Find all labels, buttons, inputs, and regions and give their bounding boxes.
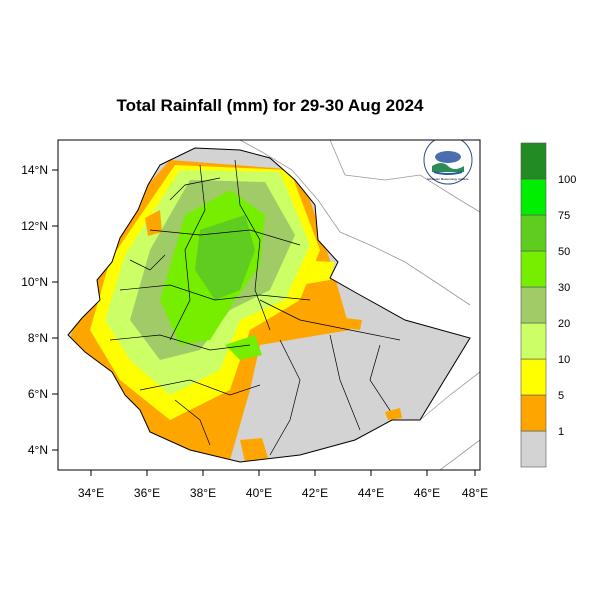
x-tick-label: 36°E bbox=[134, 486, 160, 500]
x-tick-label: 44°E bbox=[358, 486, 384, 500]
legend-label: 100 bbox=[558, 174, 576, 186]
y-axis: 14°N 12°N 10°N 8°N 6°N 4°N bbox=[21, 163, 58, 457]
x-tick-label: 40°E bbox=[246, 486, 272, 500]
red-sea-coastline bbox=[239, 140, 471, 306]
y-tick-label: 8°N bbox=[28, 331, 48, 345]
legend-swatch bbox=[520, 214, 547, 252]
legend-swatch bbox=[520, 178, 547, 216]
legend-swatch bbox=[520, 430, 547, 468]
somalia-coastline bbox=[419, 371, 480, 421]
legend-swatch bbox=[520, 358, 547, 396]
somali-rain-patch bbox=[385, 408, 402, 420]
legend-swatch bbox=[520, 286, 547, 324]
x-tick-label: 48°E bbox=[462, 486, 488, 500]
map-title: Total Rainfall (mm) for 29-30 Aug 2024 bbox=[116, 96, 424, 115]
y-tick-label: 10°N bbox=[21, 275, 48, 289]
legend-swatch bbox=[520, 250, 547, 288]
map-area: Ethiopian Meteorology Institute bbox=[67, 140, 480, 470]
x-tick-label: 38°E bbox=[190, 486, 216, 500]
x-axis: 34°E 36°E 38°E 40°E 42°E 44°E 46°E 48°E bbox=[78, 470, 488, 500]
arabian-coastline bbox=[329, 140, 480, 213]
legend-label: 5 bbox=[558, 390, 564, 402]
y-tick-label: 12°N bbox=[21, 219, 48, 233]
map-frame bbox=[57, 139, 481, 471]
x-tick-label: 46°E bbox=[414, 486, 440, 500]
x-tick-label: 34°E bbox=[78, 486, 104, 500]
legend-label: 1 bbox=[558, 426, 564, 438]
legend-label: 20 bbox=[558, 318, 570, 330]
y-tick-label: 4°N bbox=[28, 443, 48, 457]
legend-colorbar: 1 5 10 20 30 50 75 100 bbox=[520, 142, 576, 468]
legend-swatch bbox=[520, 142, 547, 180]
legend-label: 75 bbox=[558, 210, 570, 222]
legend-swatch bbox=[520, 322, 547, 360]
emi-logo-icon: Ethiopian Meteorology Institute bbox=[423, 140, 473, 185]
y-tick-label: 6°N bbox=[28, 387, 48, 401]
legend-label: 10 bbox=[558, 354, 570, 366]
ethiopia-outline bbox=[67, 147, 471, 463]
logo-caption: Ethiopian Meteorology Institute bbox=[427, 177, 469, 181]
y-tick-label: 14°N bbox=[21, 163, 48, 177]
legend-label: 50 bbox=[558, 246, 570, 258]
x-tick-label: 42°E bbox=[302, 486, 328, 500]
somalia-coast-south bbox=[439, 439, 480, 470]
legend-label: 30 bbox=[558, 282, 570, 294]
admin-boundaries bbox=[109, 159, 401, 456]
legend-swatch bbox=[520, 394, 547, 432]
